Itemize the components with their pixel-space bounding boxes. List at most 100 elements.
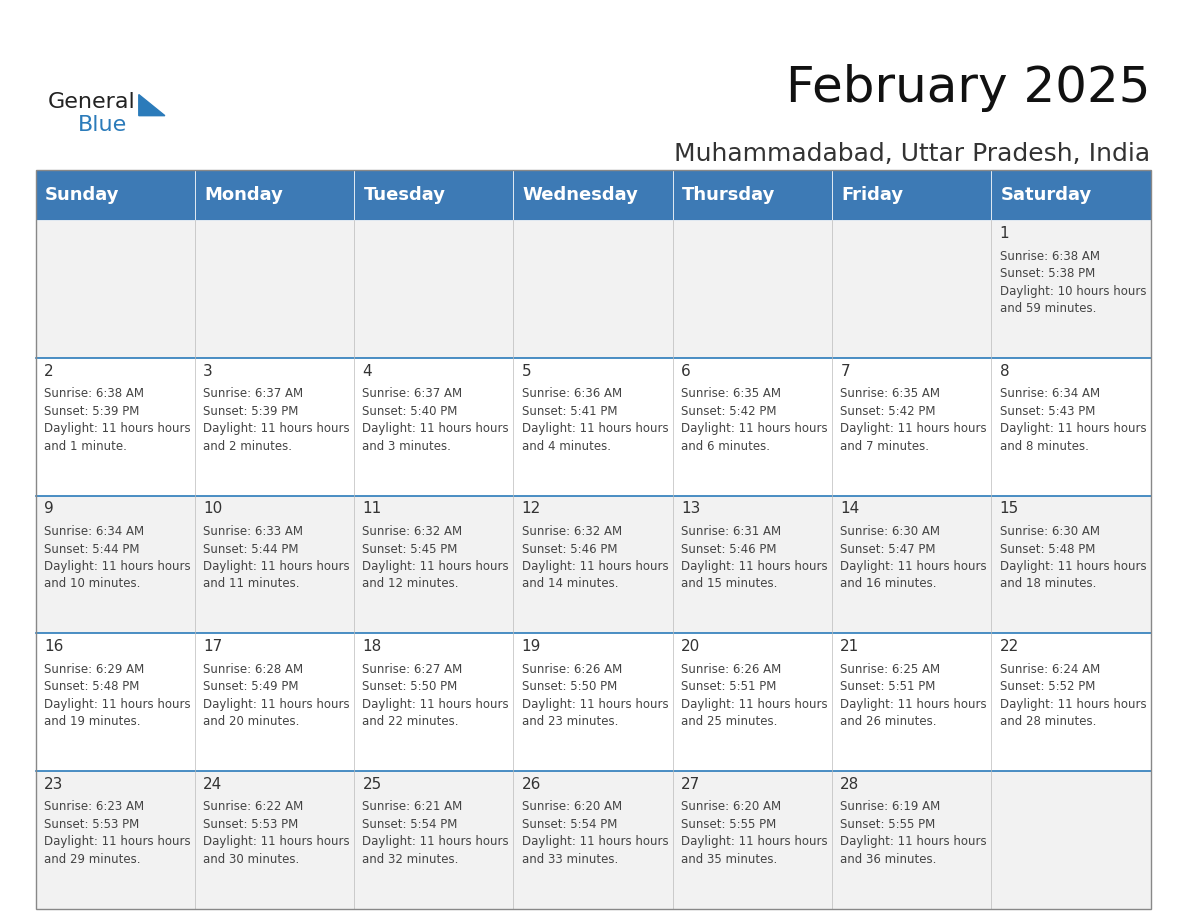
Text: Sunset: 5:51 PM: Sunset: 5:51 PM <box>840 680 936 693</box>
FancyBboxPatch shape <box>832 170 991 220</box>
FancyBboxPatch shape <box>513 633 672 771</box>
Text: Sunrise: 6:32 AM: Sunrise: 6:32 AM <box>522 525 621 538</box>
Text: 26: 26 <box>522 777 541 791</box>
FancyBboxPatch shape <box>672 170 832 220</box>
Text: 8: 8 <box>999 364 1010 378</box>
Text: and 30 minutes.: and 30 minutes. <box>203 853 299 866</box>
Text: Daylight: 11 hours hours: Daylight: 11 hours hours <box>999 422 1146 435</box>
FancyBboxPatch shape <box>195 496 354 633</box>
Text: Daylight: 11 hours hours: Daylight: 11 hours hours <box>362 835 510 848</box>
Text: Daylight: 11 hours hours: Daylight: 11 hours hours <box>44 835 190 848</box>
Text: Sunrise: 6:24 AM: Sunrise: 6:24 AM <box>999 663 1100 676</box>
Text: Sunrise: 6:34 AM: Sunrise: 6:34 AM <box>44 525 144 538</box>
FancyBboxPatch shape <box>832 771 991 909</box>
Text: Daylight: 11 hours hours: Daylight: 11 hours hours <box>203 698 349 711</box>
Text: Daylight: 11 hours hours: Daylight: 11 hours hours <box>522 422 669 435</box>
Text: and 12 minutes.: and 12 minutes. <box>362 577 459 590</box>
Text: Sunrise: 6:26 AM: Sunrise: 6:26 AM <box>522 663 623 676</box>
Text: Sunrise: 6:19 AM: Sunrise: 6:19 AM <box>840 800 941 813</box>
FancyBboxPatch shape <box>672 771 832 909</box>
Text: Daylight: 11 hours hours: Daylight: 11 hours hours <box>999 560 1146 573</box>
FancyBboxPatch shape <box>354 220 513 358</box>
Text: Sunrise: 6:20 AM: Sunrise: 6:20 AM <box>681 800 782 813</box>
Text: 23: 23 <box>44 777 63 791</box>
Text: Sunset: 5:55 PM: Sunset: 5:55 PM <box>681 818 776 831</box>
Text: Daylight: 11 hours hours: Daylight: 11 hours hours <box>44 560 190 573</box>
Text: and 4 minutes.: and 4 minutes. <box>522 440 611 453</box>
Text: Daylight: 11 hours hours: Daylight: 11 hours hours <box>840 698 987 711</box>
Text: Monday: Monday <box>204 186 283 204</box>
Text: Daylight: 11 hours hours: Daylight: 11 hours hours <box>362 560 510 573</box>
Text: and 3 minutes.: and 3 minutes. <box>362 440 451 453</box>
Text: and 10 minutes.: and 10 minutes. <box>44 577 140 590</box>
Text: Sunrise: 6:37 AM: Sunrise: 6:37 AM <box>203 387 303 400</box>
Text: Daylight: 11 hours hours: Daylight: 11 hours hours <box>681 422 828 435</box>
FancyBboxPatch shape <box>991 496 1151 633</box>
Text: Sunrise: 6:30 AM: Sunrise: 6:30 AM <box>999 525 1100 538</box>
Text: Daylight: 11 hours hours: Daylight: 11 hours hours <box>44 698 190 711</box>
Text: 9: 9 <box>44 501 53 516</box>
FancyBboxPatch shape <box>991 170 1151 220</box>
FancyBboxPatch shape <box>991 771 1151 909</box>
Text: 21: 21 <box>840 639 860 654</box>
Text: Sunrise: 6:21 AM: Sunrise: 6:21 AM <box>362 800 462 813</box>
FancyBboxPatch shape <box>672 496 832 633</box>
Text: Daylight: 11 hours hours: Daylight: 11 hours hours <box>522 835 669 848</box>
Text: Sunrise: 6:27 AM: Sunrise: 6:27 AM <box>362 663 462 676</box>
Text: 11: 11 <box>362 501 381 516</box>
Text: 7: 7 <box>840 364 849 378</box>
Text: and 20 minutes.: and 20 minutes. <box>203 715 299 728</box>
Text: 24: 24 <box>203 777 222 791</box>
Text: 14: 14 <box>840 501 860 516</box>
Text: Sunset: 5:43 PM: Sunset: 5:43 PM <box>999 405 1095 418</box>
Text: and 15 minutes.: and 15 minutes. <box>681 577 777 590</box>
FancyBboxPatch shape <box>832 496 991 633</box>
Text: Daylight: 11 hours hours: Daylight: 11 hours hours <box>840 835 987 848</box>
Text: Daylight: 11 hours hours: Daylight: 11 hours hours <box>203 422 349 435</box>
Text: February 2025: February 2025 <box>786 64 1151 112</box>
FancyBboxPatch shape <box>354 170 513 220</box>
FancyBboxPatch shape <box>354 358 513 496</box>
Text: 19: 19 <box>522 639 541 654</box>
Text: and 8 minutes.: and 8 minutes. <box>999 440 1088 453</box>
Text: 10: 10 <box>203 501 222 516</box>
Text: Daylight: 11 hours hours: Daylight: 11 hours hours <box>203 835 349 848</box>
Text: Sunset: 5:50 PM: Sunset: 5:50 PM <box>522 680 617 693</box>
Text: Sunset: 5:44 PM: Sunset: 5:44 PM <box>44 543 139 555</box>
Text: Sunset: 5:42 PM: Sunset: 5:42 PM <box>681 405 777 418</box>
Text: Daylight: 11 hours hours: Daylight: 11 hours hours <box>522 698 669 711</box>
Text: 25: 25 <box>362 777 381 791</box>
Text: Sunrise: 6:20 AM: Sunrise: 6:20 AM <box>522 800 621 813</box>
Text: General: General <box>48 92 135 112</box>
FancyBboxPatch shape <box>195 170 354 220</box>
Text: Sunset: 5:46 PM: Sunset: 5:46 PM <box>681 543 777 555</box>
Text: and 16 minutes.: and 16 minutes. <box>840 577 937 590</box>
Text: Sunrise: 6:26 AM: Sunrise: 6:26 AM <box>681 663 782 676</box>
Text: and 35 minutes.: and 35 minutes. <box>681 853 777 866</box>
Text: and 32 minutes.: and 32 minutes. <box>362 853 459 866</box>
Text: and 2 minutes.: and 2 minutes. <box>203 440 292 453</box>
Text: and 11 minutes.: and 11 minutes. <box>203 577 299 590</box>
FancyBboxPatch shape <box>36 633 195 771</box>
Text: Sunrise: 6:35 AM: Sunrise: 6:35 AM <box>840 387 941 400</box>
FancyBboxPatch shape <box>672 358 832 496</box>
Text: and 23 minutes.: and 23 minutes. <box>522 715 618 728</box>
FancyBboxPatch shape <box>513 496 672 633</box>
FancyBboxPatch shape <box>832 220 991 358</box>
Text: Sunset: 5:52 PM: Sunset: 5:52 PM <box>999 680 1095 693</box>
Text: 6: 6 <box>681 364 690 378</box>
Text: Daylight: 11 hours hours: Daylight: 11 hours hours <box>203 560 349 573</box>
Text: Sunset: 5:51 PM: Sunset: 5:51 PM <box>681 680 777 693</box>
FancyBboxPatch shape <box>36 771 195 909</box>
FancyBboxPatch shape <box>195 771 354 909</box>
Text: Sunset: 5:49 PM: Sunset: 5:49 PM <box>203 680 298 693</box>
Text: Sunset: 5:45 PM: Sunset: 5:45 PM <box>362 543 457 555</box>
Text: Daylight: 11 hours hours: Daylight: 11 hours hours <box>840 560 987 573</box>
Text: Wednesday: Wednesday <box>523 186 639 204</box>
Text: and 59 minutes.: and 59 minutes. <box>999 302 1097 315</box>
Text: and 28 minutes.: and 28 minutes. <box>999 715 1097 728</box>
Text: Sunset: 5:47 PM: Sunset: 5:47 PM <box>840 543 936 555</box>
Text: Thursday: Thursday <box>682 186 776 204</box>
Text: 3: 3 <box>203 364 213 378</box>
Text: 17: 17 <box>203 639 222 654</box>
